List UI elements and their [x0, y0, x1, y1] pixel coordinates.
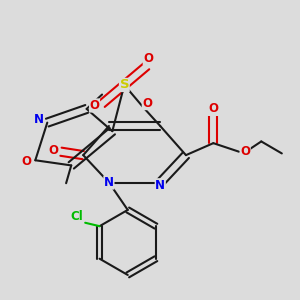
Text: N: N [155, 179, 165, 192]
Text: O: O [208, 102, 218, 116]
Text: O: O [89, 99, 100, 112]
Text: S: S [119, 78, 129, 92]
Text: N: N [34, 113, 44, 126]
Text: O: O [240, 145, 250, 158]
Text: O: O [48, 143, 59, 157]
Text: O: O [143, 52, 153, 65]
Text: N: N [104, 176, 114, 189]
Text: O: O [142, 97, 152, 110]
Text: O: O [22, 155, 32, 169]
Text: Cl: Cl [70, 210, 83, 224]
